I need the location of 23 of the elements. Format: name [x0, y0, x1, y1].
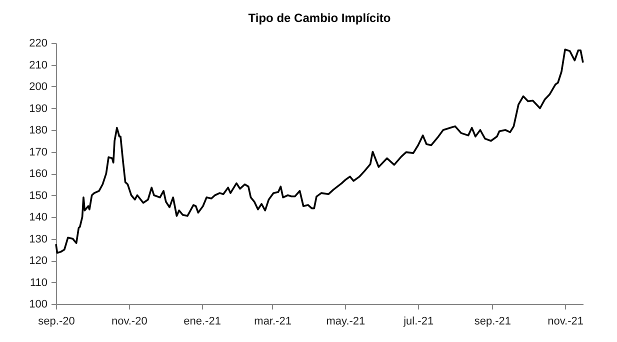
y-tick-label: 180 [29, 124, 48, 136]
y-tick-label: 140 [29, 212, 48, 224]
x-tick-label: sep.-20 [38, 316, 75, 328]
line-series [55, 48, 584, 254]
x-tick-label: sep.-21 [474, 316, 512, 328]
y-tick-label: 220 [29, 38, 48, 50]
y-tick-label: 130 [29, 233, 48, 246]
y-tick-label: 200 [29, 81, 48, 93]
chart-title: Tipo de Cambio Implícito [248, 11, 391, 25]
y-tick-label: 150 [29, 190, 48, 202]
x-tick-label: nov.-20 [111, 316, 148, 328]
y-tick-label: 170 [29, 146, 48, 158]
x-tick-label: ene.-21 [184, 316, 221, 328]
x-tick-label: nov.-21 [548, 316, 584, 328]
y-tick-label: 120 [29, 255, 48, 267]
x-tick-label: jul.-21 [402, 316, 434, 328]
x-tick-label: mar.-21 [254, 316, 292, 328]
y-tick-label: 110 [30, 276, 48, 289]
y-tick-label: 210 [29, 59, 48, 72]
x-tick-label: may.-21 [326, 316, 366, 328]
y-tick-label: 160 [29, 168, 48, 180]
y-tick-label: 100 [29, 298, 48, 310]
y-tick-label: 190 [29, 102, 48, 115]
